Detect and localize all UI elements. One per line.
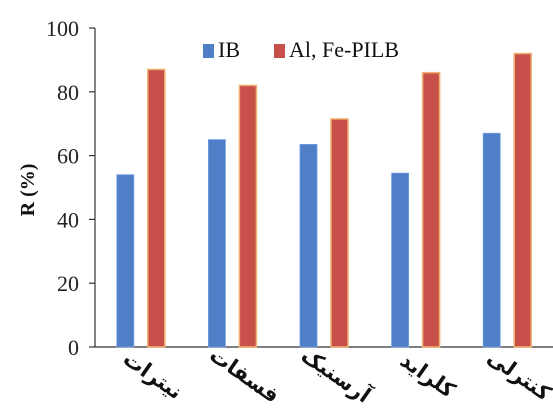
y-tick-label: 100 <box>46 16 79 41</box>
x-category-label: نیترات <box>119 346 187 404</box>
legend-swatch-alfe-pilb <box>274 44 285 58</box>
bar-alfe-pilb-2 <box>330 118 349 348</box>
x-category-labels: نیترات فسفات آرسنیک کلراید کنترلی <box>119 342 553 408</box>
y-tick-label: 40 <box>57 207 79 232</box>
x-category-label: کنترلی <box>483 345 553 406</box>
y-axis-label: R (%) <box>17 164 39 217</box>
bar-alfe-pilb-4 <box>513 52 532 348</box>
axes <box>94 28 553 348</box>
bar-ib-0 <box>116 174 135 348</box>
y-tick-labels: 0 20 40 60 80 100 <box>46 16 95 360</box>
bar-ib-3 <box>391 172 410 348</box>
y-tick-label: 80 <box>57 80 79 105</box>
bars <box>116 52 532 348</box>
bar-ib-1 <box>207 139 226 348</box>
legend-swatch-ib <box>203 44 214 58</box>
legend: IB Al, Fe-PILB <box>203 37 399 62</box>
bar-ib-2 <box>299 144 318 348</box>
x-category-label: کلراید <box>396 348 460 403</box>
y-tick-label: 0 <box>68 335 79 360</box>
legend-label-ib: IB <box>218 37 240 62</box>
y-tick-label: 20 <box>57 271 79 296</box>
bar-alfe-pilb-1 <box>238 84 258 348</box>
bar-alfe-pilb-0 <box>147 68 166 348</box>
x-category-label: فسفات <box>205 343 284 408</box>
legend-label-alfe-pilb: Al, Fe-PILB <box>289 37 399 62</box>
bar-alfe-pilb-3 <box>421 71 441 348</box>
y-tick-label: 60 <box>57 144 79 169</box>
bar-ib-4 <box>482 132 501 348</box>
x-category-label: آرسنیک <box>297 342 376 408</box>
